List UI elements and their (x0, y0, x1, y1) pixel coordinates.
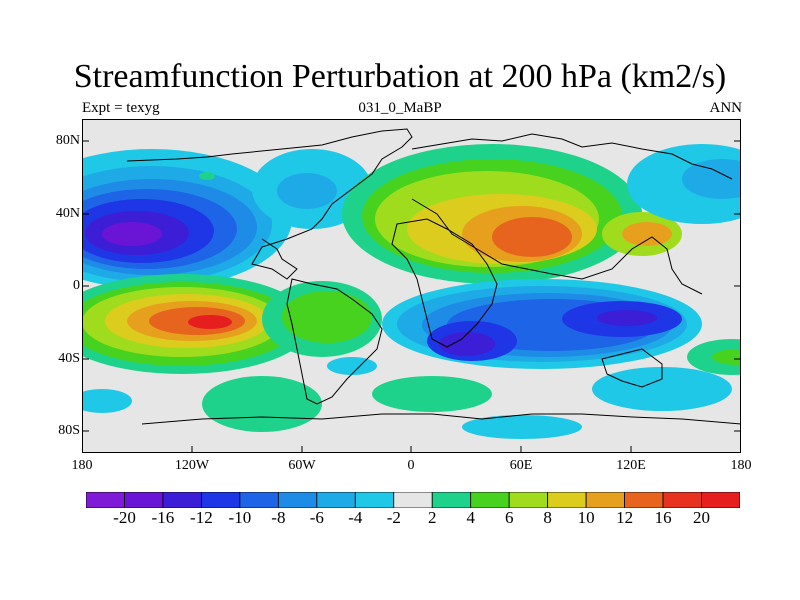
colorbar-label: -12 (190, 508, 213, 527)
lon-label-0: 0 (407, 458, 415, 473)
lon-label-120e: 120E (616, 458, 646, 473)
colorbar-box (701, 492, 740, 508)
colorbar-label: 4 (466, 508, 475, 527)
colorbar-label: -20 (113, 508, 136, 527)
lat-label-80n: 80N (55, 133, 80, 148)
colorbar-box (585, 492, 625, 508)
lat-ticks (82, 140, 741, 432)
colorbar-box (547, 492, 587, 508)
colorbar-box (508, 492, 549, 508)
colorbar-box (431, 492, 472, 508)
colorbar-label: 2 (427, 508, 437, 527)
season-label: ANN (709, 100, 743, 116)
lon-ticks (191, 446, 632, 453)
colorbar-box (86, 492, 125, 508)
colorbar-label: 20 (693, 508, 710, 527)
lat-label-eq: 0 (73, 278, 80, 293)
colorbar-box (354, 492, 395, 508)
lon-label-180e: 180 (730, 458, 752, 473)
colorbar-label: 6 (504, 508, 514, 527)
plot-title: Streamfunction Perturbation at 200 hPa (… (73, 58, 727, 95)
colorbar-label: -16 (151, 508, 175, 527)
colorbar-label: 10 (577, 508, 595, 527)
lat-label-40s: 40S (58, 351, 80, 366)
lon-label-60e: 60E (509, 458, 533, 473)
contour-fields (82, 144, 741, 439)
colorbar-box (316, 492, 356, 508)
experiment-label: Expt = texyg (82, 100, 160, 116)
colorbar-box (162, 492, 202, 508)
lon-label-60w: 60W (288, 458, 316, 473)
lon-label-180w: 180 (71, 458, 93, 473)
lon-label-120w: 120W (174, 458, 210, 473)
colorbar-box (470, 492, 510, 508)
colorbar-box (393, 492, 433, 508)
time-label: 031_0_MaBP (358, 100, 442, 116)
colorbar-label: -4 (348, 508, 363, 527)
colorbar-box (239, 492, 279, 508)
coastlines (126, 128, 741, 425)
colorbar-box (277, 492, 318, 508)
colorbar-label: -10 (228, 508, 252, 527)
colorbar-box (201, 492, 241, 508)
colorbar-box (124, 492, 164, 508)
lat-label-40n: 40N (55, 206, 80, 221)
colorbar (86, 492, 740, 508)
colorbar-label: 12 (616, 508, 634, 527)
colorbar-label: -6 (309, 508, 324, 527)
colorbar-label: -8 (271, 508, 286, 527)
colorbar-label: 16 (654, 508, 672, 527)
colorbar-label: 8 (543, 508, 552, 527)
lat-label-80s: 80S (58, 423, 80, 438)
map-plot (82, 119, 741, 453)
colorbar-box (662, 492, 702, 508)
colorbar-box (624, 492, 664, 508)
colorbar-label: -2 (386, 508, 401, 527)
